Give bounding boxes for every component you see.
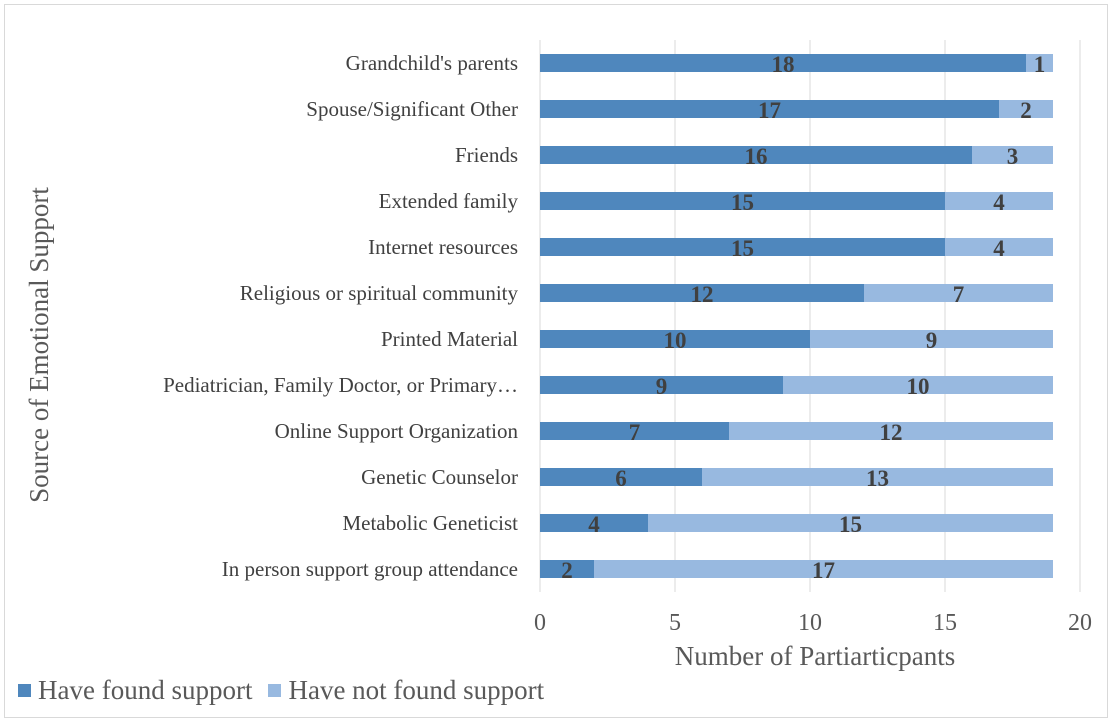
data-label-not-found: 13 bbox=[866, 466, 889, 491]
data-label-found: 12 bbox=[691, 282, 714, 307]
data-label-not-found: 3 bbox=[1007, 144, 1019, 169]
legend-item-not-found: Have not found support bbox=[268, 675, 544, 706]
x-tick-label: 0 bbox=[534, 610, 546, 636]
data-label-not-found: 7 bbox=[953, 282, 965, 307]
category-label: Metabolic Geneticist bbox=[342, 511, 518, 535]
bar-found bbox=[540, 100, 999, 118]
data-label-not-found: 17 bbox=[812, 558, 835, 583]
x-tick-labels: 0 5 10 15 20 bbox=[534, 610, 1092, 636]
bar-found bbox=[540, 422, 729, 440]
bar-not-found bbox=[594, 560, 1053, 578]
data-label-found: 10 bbox=[664, 328, 687, 353]
x-tick-label: 20 bbox=[1068, 610, 1092, 636]
data-labels: 18 1 17 2 16 3 15 4 15 4 12 7 10 9 9 10 7 12 6 13 4 15 2 17 bbox=[561, 52, 1045, 583]
legend-swatch-not-found bbox=[268, 684, 282, 697]
category-labels: Grandchild's parents Spouse/Significant O… bbox=[163, 51, 518, 581]
bar-found bbox=[540, 284, 864, 302]
data-label-found: 15 bbox=[731, 236, 754, 261]
bar-not-found bbox=[864, 284, 1053, 302]
legend: Have found support Have not found suppor… bbox=[18, 675, 560, 706]
bar-not-found bbox=[702, 468, 1053, 486]
data-label-found: 4 bbox=[588, 512, 600, 537]
category-label: Extended family bbox=[379, 189, 519, 213]
bar-not-found bbox=[999, 100, 1053, 118]
x-axis-title: Number of Partiarticpants bbox=[675, 641, 955, 671]
bar-not-found bbox=[945, 238, 1053, 256]
data-label-found: 7 bbox=[629, 420, 641, 445]
category-label: Internet resources bbox=[368, 235, 518, 259]
legend-swatch-found bbox=[18, 684, 31, 697]
data-label-found: 9 bbox=[656, 374, 668, 399]
bar-found bbox=[540, 146, 972, 164]
x-tick-label: 15 bbox=[933, 610, 957, 636]
category-label: Grandchild's parents bbox=[346, 51, 518, 75]
data-label-found: 17 bbox=[758, 98, 781, 123]
category-label: Online Support Organization bbox=[275, 419, 519, 443]
bar-found bbox=[540, 238, 945, 256]
data-label-not-found: 4 bbox=[993, 236, 1005, 261]
legend-label-not-found: Have not found support bbox=[288, 675, 545, 705]
gridlines bbox=[539, 40, 1081, 592]
category-label: Spouse/Significant Other bbox=[306, 97, 518, 121]
legend-label-found: Have found support bbox=[38, 675, 253, 705]
bar-not-found bbox=[810, 330, 1053, 348]
category-label: In person support group attendance bbox=[222, 557, 518, 581]
data-label-found: 16 bbox=[745, 144, 768, 169]
data-label-not-found: 1 bbox=[1034, 52, 1046, 77]
bar-not-found bbox=[945, 192, 1053, 210]
category-label: Religious or spiritual community bbox=[240, 281, 519, 305]
bar-not-found bbox=[729, 422, 1053, 440]
data-label-not-found: 15 bbox=[839, 512, 862, 537]
data-label-found: 18 bbox=[772, 52, 795, 77]
category-label: Printed Material bbox=[381, 327, 518, 351]
data-label-found: 6 bbox=[615, 466, 627, 491]
bar-not-found bbox=[783, 376, 1053, 394]
x-tick-label: 10 bbox=[798, 610, 822, 636]
x-tick-label: 5 bbox=[669, 610, 681, 636]
bars bbox=[540, 54, 1053, 578]
bar-not-found bbox=[972, 146, 1053, 164]
data-label-found: 15 bbox=[731, 190, 754, 215]
bar-found bbox=[540, 514, 648, 532]
y-axis-title: Source of Emotional Support bbox=[24, 187, 54, 503]
bar-found bbox=[540, 468, 702, 486]
bar-found bbox=[540, 330, 810, 348]
bar-found bbox=[540, 376, 783, 394]
legend-item-found: Have found support bbox=[18, 675, 252, 706]
category-label: Pediatrician, Family Doctor, or Primary… bbox=[163, 373, 518, 397]
data-label-not-found: 9 bbox=[926, 328, 938, 353]
category-label: Friends bbox=[455, 143, 518, 167]
bar-not-found bbox=[1026, 54, 1053, 72]
data-label-not-found: 12 bbox=[880, 420, 903, 445]
data-label-not-found: 4 bbox=[993, 190, 1005, 215]
bar-found bbox=[540, 560, 594, 578]
bar-found bbox=[540, 54, 1026, 72]
data-label-found: 2 bbox=[561, 558, 573, 583]
chart-frame bbox=[4, 4, 1108, 718]
data-label-not-found: 2 bbox=[1020, 98, 1032, 123]
category-label: Genetic Counselor bbox=[361, 465, 518, 489]
bar-found bbox=[540, 192, 945, 210]
data-label-not-found: 10 bbox=[907, 374, 930, 399]
bar-not-found bbox=[648, 514, 1053, 532]
